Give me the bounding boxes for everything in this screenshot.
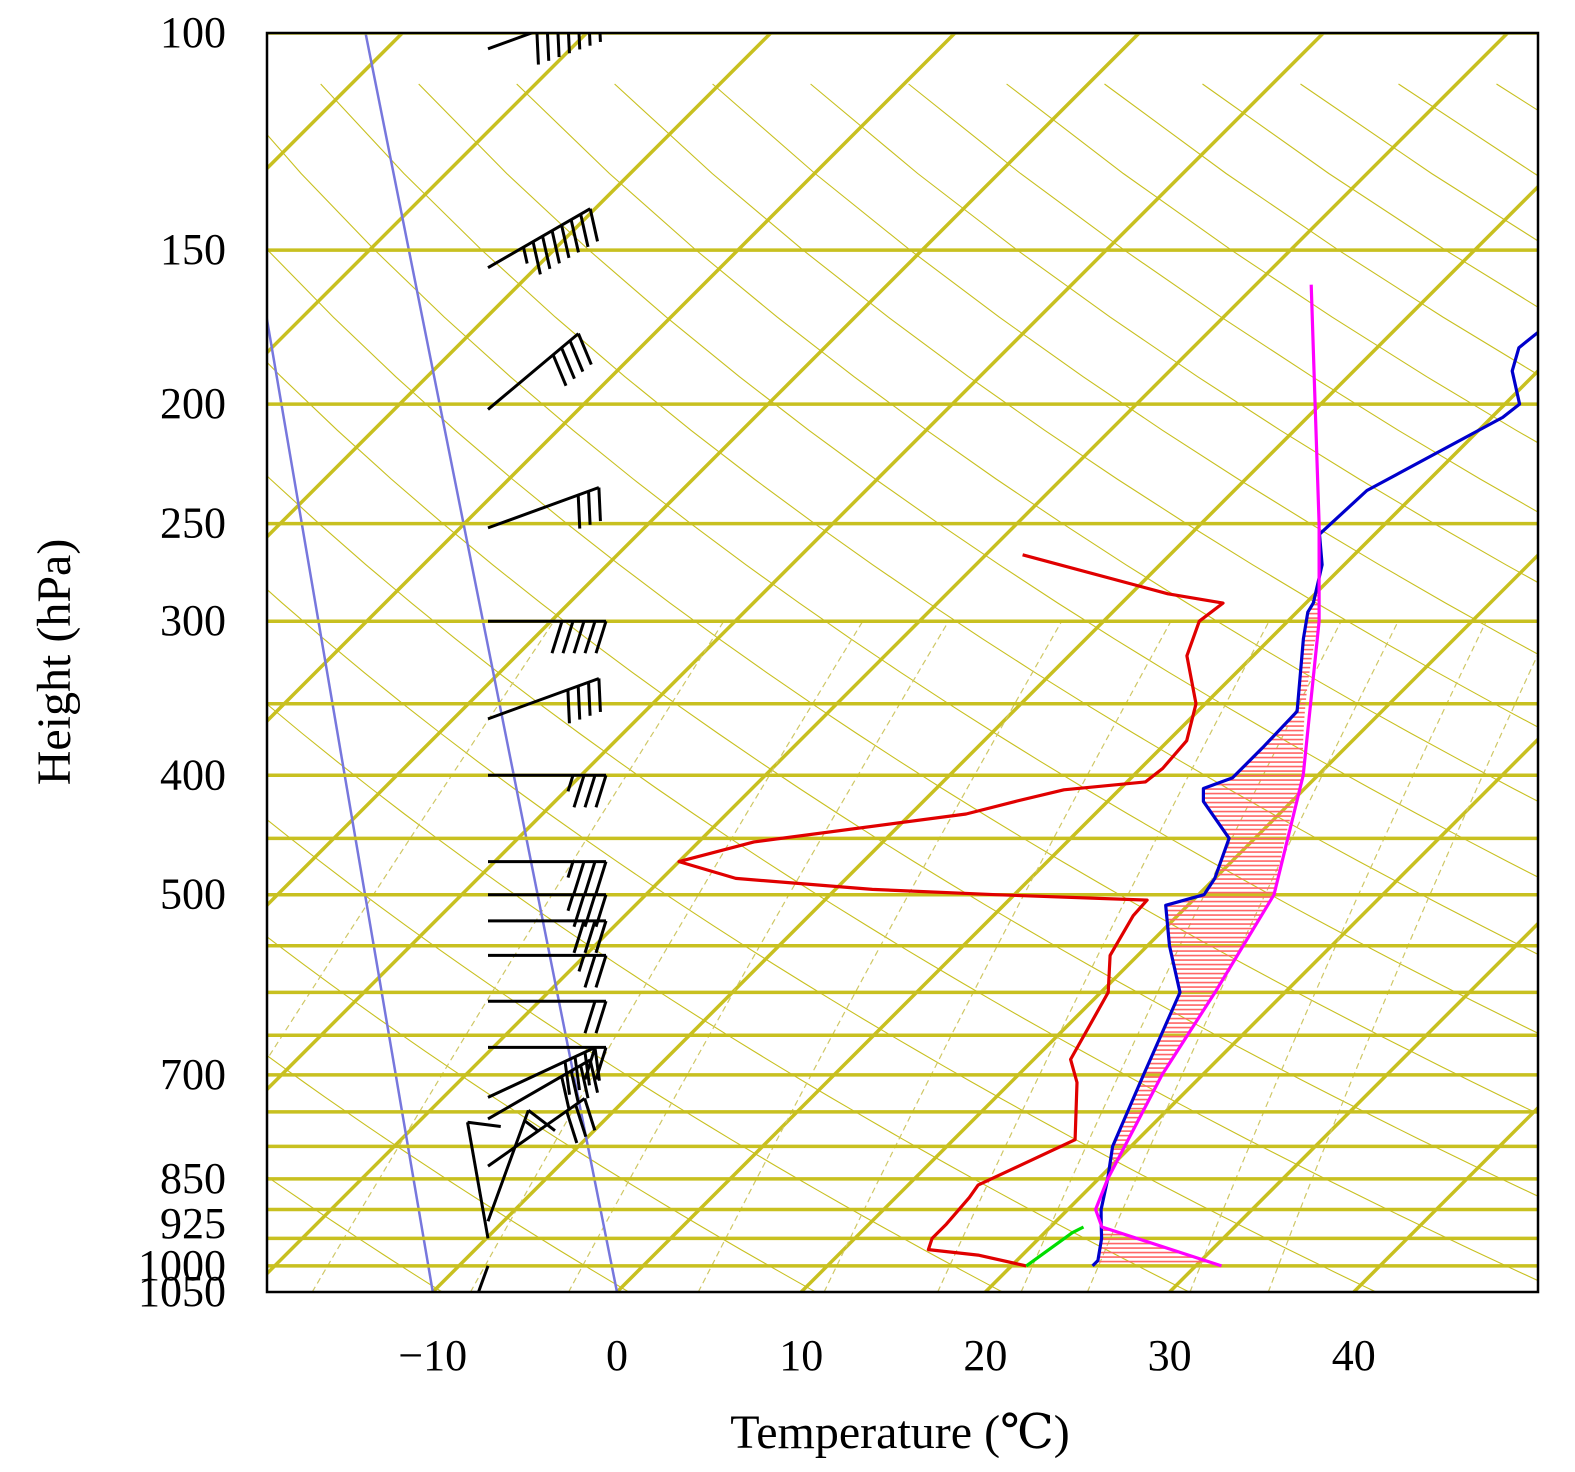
wind-barbs <box>466 33 608 1292</box>
wind-barb <box>488 999 608 1034</box>
wind-barb <box>487 1097 597 1168</box>
dry-adiabat <box>418 83 1538 878</box>
pressure-tick-label: 300 <box>160 596 226 645</box>
isotherm <box>799 552 1538 1292</box>
wind-barb <box>488 953 608 988</box>
dry-adiabat <box>267 475 1538 1282</box>
wind-barb <box>488 919 608 954</box>
mixing-ratio-line <box>823 620 1172 1292</box>
wind-barb <box>487 486 602 530</box>
dry-adiabat <box>267 588 1377 1292</box>
temperature-tick-label: −10 <box>398 1331 467 1380</box>
plot-frame <box>265 31 1540 1294</box>
dry-adiabat <box>267 703 1190 1292</box>
isotherm <box>267 33 1509 1277</box>
dry-adiabat <box>516 83 1538 803</box>
wind-barb <box>488 773 608 808</box>
dry-adiabat <box>614 83 1538 728</box>
mixing-ratio-line <box>1086 620 1399 1292</box>
wind-barb <box>486 1109 556 1222</box>
dry-adiabat <box>712 83 1538 655</box>
wind-barb <box>476 1265 490 1292</box>
pressure-tick-label: 250 <box>160 499 226 548</box>
wind-barb <box>487 1046 601 1099</box>
dry-adiabat <box>267 1175 443 1292</box>
y-axis-title: Height (hPa) <box>28 539 81 786</box>
dry-adiabat <box>267 248 1538 1115</box>
pressure-tick-label: 500 <box>160 870 226 919</box>
series-line-surface-dew-point-to-LCL <box>1025 1225 1085 1268</box>
dry-adiabat <box>810 83 1538 584</box>
pressure-tick-label: 850 <box>160 1154 226 1203</box>
temperature-tick-label: 20 <box>963 1331 1007 1380</box>
pressure-tick-label: 150 <box>160 225 226 274</box>
wind-barb <box>466 1120 501 1239</box>
dry-adiabat <box>320 83 1538 955</box>
mixing-ratio-line <box>1189 620 1487 1292</box>
wind-barb <box>487 33 602 65</box>
mixing-ratio-line <box>1267 652 1538 1292</box>
series-line-environment-temperature <box>1091 330 1538 1268</box>
isotherm <box>431 184 1538 1292</box>
pressure-tick-label: 925 <box>160 1199 226 1248</box>
grid-lines <box>267 33 1538 1292</box>
profile-lines <box>677 284 1538 1268</box>
wind-barb <box>488 619 608 654</box>
isotherm <box>267 33 588 356</box>
temperature-tick-label: 10 <box>779 1331 823 1380</box>
dry-adiabat <box>267 819 1003 1292</box>
mixing-ratio-line <box>311 620 725 1292</box>
series-line-dew-point <box>677 553 1225 1268</box>
isotherm <box>1536 1289 1538 1292</box>
mixing-ratio-line <box>937 620 1270 1292</box>
pressure-tick-label: 100 <box>160 8 226 57</box>
pressure-tick-label: 400 <box>160 750 226 799</box>
pressure-tick-label: 200 <box>160 379 226 428</box>
isotherm <box>615 368 1538 1292</box>
pressure-tick-label: 1050 <box>138 1267 226 1316</box>
mixing-ratio-line <box>568 620 950 1292</box>
wind-barb <box>487 207 599 275</box>
wind-barb <box>487 677 602 724</box>
dry-adiabat <box>267 1054 630 1292</box>
isotherm <box>984 736 1538 1292</box>
temperature-tick-label: 0 <box>606 1331 628 1380</box>
wind-barb <box>487 332 593 411</box>
temperature-tick-label: 30 <box>1148 1331 1192 1380</box>
temperature-tick-label: 40 <box>1332 1331 1376 1380</box>
moist-adiabat <box>267 312 435 1292</box>
isotherm <box>267 33 773 540</box>
wind-barb <box>488 860 608 895</box>
pressure-tick-label: 700 <box>160 1050 226 1099</box>
x-axis-title: Temperature (℃) <box>730 1406 1070 1459</box>
plot-background <box>267 33 1538 1292</box>
dry-adiabat <box>267 936 816 1292</box>
series-line-parcel-path <box>1093 284 1321 1268</box>
dry-adiabat <box>267 133 1538 1034</box>
dry-adiabat <box>267 361 1538 1197</box>
wind-barb <box>487 1058 599 1121</box>
isotherm <box>1168 921 1538 1292</box>
isotherm <box>267 33 1141 908</box>
temperature-tick-labels: −10 0 10 20 30 40 <box>398 1331 1375 1380</box>
pressure-tick-label: 1000 <box>138 1241 226 1290</box>
mixing-ratio-line <box>267 620 555 1061</box>
